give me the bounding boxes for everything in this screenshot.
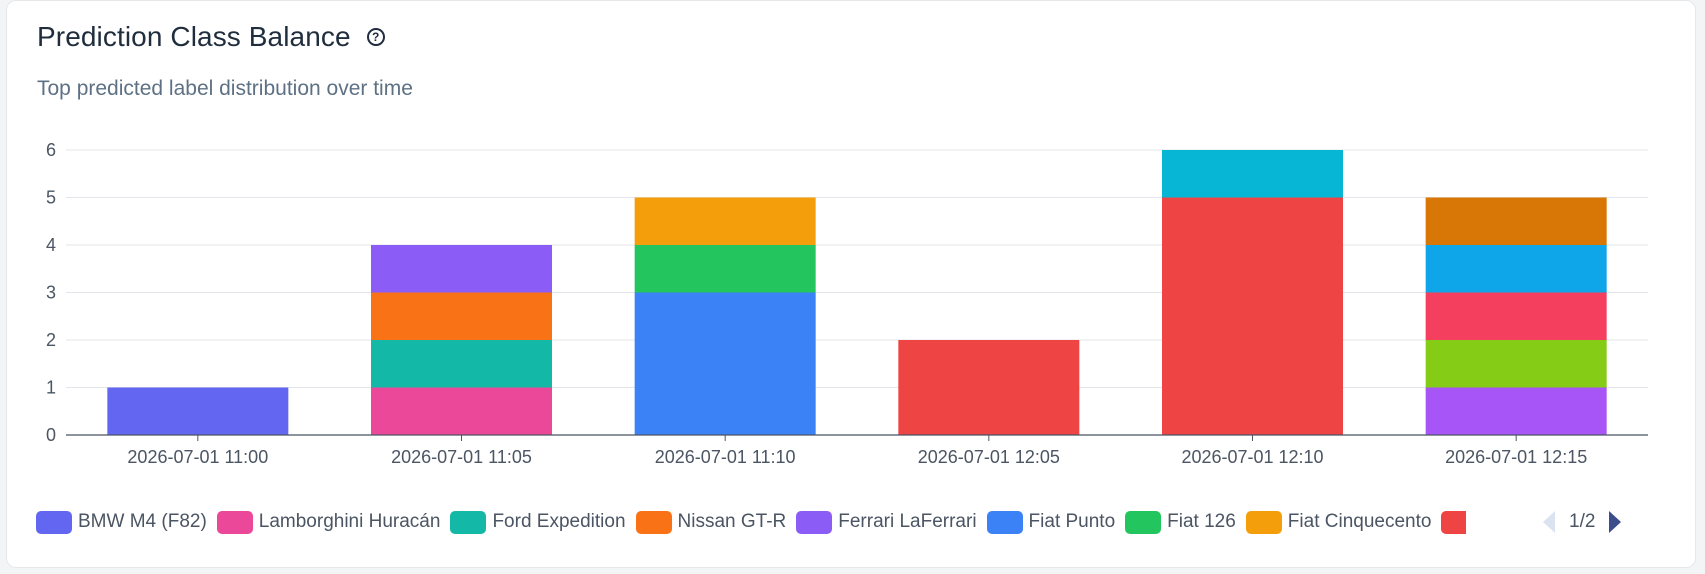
y-tick-label: 0 <box>46 425 56 445</box>
y-tick-label: 4 <box>46 235 56 255</box>
legend-next-page-icon[interactable] <box>1609 511 1622 533</box>
legend-item[interactable]: Fiat 126 <box>1125 506 1236 538</box>
bar-segment[interactable] <box>371 340 552 388</box>
legend-swatch <box>1125 510 1162 534</box>
x-tick-label: 2026-07-01 12:10 <box>1181 447 1323 467</box>
bar-segment[interactable] <box>1162 197 1343 436</box>
chart-title: Prediction Class Balance <box>37 21 351 52</box>
chart-subtitle: Top predicted label distribution over ti… <box>37 77 413 100</box>
legend-item[interactable]: Ford Expedition <box>450 506 626 538</box>
bar-segment[interactable] <box>1425 292 1607 341</box>
legend-label: Lamborghini Huracán <box>258 511 441 532</box>
x-tick-label: 2026-07-01 11:00 <box>127 447 268 467</box>
bar-segment[interactable] <box>371 387 552 436</box>
legend-swatch <box>986 510 1023 534</box>
x-tick-label: 2026-07-01 11:10 <box>655 447 796 467</box>
x-tick-label: 2026-07-01 12:05 <box>918 447 1060 467</box>
help-icon[interactable]: ? <box>366 28 385 46</box>
legend-prev-page-icon[interactable] <box>1543 511 1555 533</box>
legend-item[interactable]: BMW M4 (F82) <box>36 506 207 538</box>
legend-item[interactable]: Lamborghini Huracán <box>216 506 441 538</box>
bar-segment[interactable] <box>1425 245 1607 293</box>
legend-item[interactable]: Ferrari LaFerrari <box>796 506 977 538</box>
legend-label: Fiat Punto <box>1028 511 1116 532</box>
legend-label: Ferrari LaFerrari <box>838 511 977 532</box>
legend-swatch <box>450 510 487 534</box>
y-tick-label: 1 <box>46 378 56 398</box>
legend-swatch <box>216 510 253 534</box>
bar-segment[interactable] <box>1425 387 1607 436</box>
y-tick-label: 2 <box>46 330 56 350</box>
y-tick-label: 3 <box>46 283 56 303</box>
legend-label: Fiat Cinquecento <box>1287 511 1432 532</box>
bar-segment[interactable] <box>1425 197 1607 246</box>
legend-item[interactable]: Nissan GT-R <box>635 506 787 538</box>
legend-item[interactable]: Fiat Punto <box>986 506 1116 538</box>
legend-label: BMW M4 (F82) <box>78 511 207 532</box>
bar-segment[interactable] <box>371 292 552 341</box>
legend-item[interactable]: Hon <box>1441 506 1466 538</box>
legend-label: Ford Expedition <box>492 511 626 532</box>
chart-legend: BMW M4 (F82) Lamborghini Huracán Ford Expe… <box>36 506 1696 538</box>
legend-items: BMW M4 (F82) Lamborghini Huracán Ford Expe… <box>36 506 1466 538</box>
legend-label: Nissan GT-R <box>677 511 787 532</box>
legend-swatch <box>635 510 672 534</box>
bar-segment[interactable] <box>634 245 816 293</box>
chart-header: Prediction Class Balance ? <box>37 21 385 53</box>
chart-card: Prediction Class Balance ? Top predicted… <box>6 0 1696 568</box>
legend-pager: 1/2 <box>1543 506 1622 538</box>
x-tick-label: 2026-07-01 12:15 <box>1445 447 1587 467</box>
x-tick-label: 2026-07-01 11:05 <box>391 447 532 467</box>
bar-segment[interactable] <box>1162 150 1343 198</box>
bar-segment[interactable] <box>371 245 552 293</box>
legend-swatch <box>1245 510 1282 534</box>
legend-page-indicator: 1/2 <box>1569 511 1596 532</box>
legend-item[interactable]: Fiat Cinquecento <box>1245 506 1432 538</box>
y-tick-label: 6 <box>46 140 56 160</box>
legend-label: Fiat 126 <box>1167 511 1236 532</box>
legend-swatch <box>796 510 833 534</box>
bar-segment[interactable] <box>634 292 816 436</box>
bar-segment[interactable] <box>898 340 1080 435</box>
y-tick-label: 5 <box>46 188 56 208</box>
legend-swatch <box>1441 510 1466 534</box>
legend-swatch <box>36 510 72 534</box>
bar-segment[interactable] <box>1425 340 1607 388</box>
bar-segment[interactable] <box>634 197 816 246</box>
bar-segment[interactable] <box>107 387 289 436</box>
